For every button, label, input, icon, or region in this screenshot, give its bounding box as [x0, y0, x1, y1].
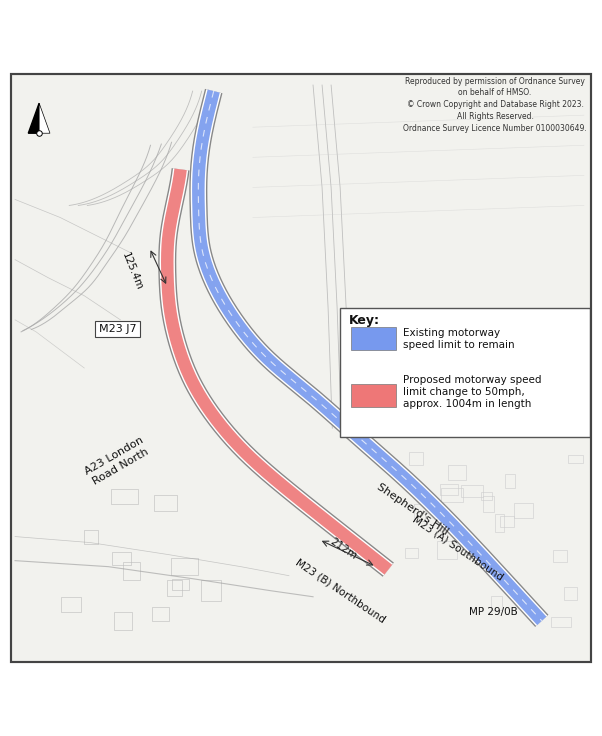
- Bar: [84, 530, 98, 544]
- Bar: [167, 580, 182, 596]
- Text: Existing motorway
speed limit to remain: Existing motorway speed limit to remain: [403, 328, 515, 350]
- Bar: [568, 455, 583, 462]
- Bar: [61, 597, 81, 612]
- Text: M23 (B) Northbound: M23 (B) Northbound: [293, 557, 387, 624]
- Bar: [441, 488, 463, 501]
- Bar: [491, 595, 502, 610]
- Polygon shape: [39, 103, 50, 133]
- Bar: [514, 503, 533, 518]
- Bar: [152, 607, 169, 621]
- Text: Shepherd's Hill: Shepherd's Hill: [375, 482, 450, 537]
- Bar: [123, 562, 140, 580]
- Bar: [506, 475, 515, 488]
- Bar: [202, 580, 221, 601]
- Bar: [409, 452, 423, 465]
- Bar: [111, 489, 138, 504]
- Bar: [114, 612, 132, 630]
- Bar: [448, 465, 466, 480]
- Bar: [405, 548, 418, 559]
- Text: Reproduced by permission of Ordnance Survey
on behalf of HMSO.
© Crown Copyright: Reproduced by permission of Ordnance Sur…: [403, 77, 587, 132]
- Bar: [438, 541, 457, 559]
- Bar: [340, 308, 590, 437]
- Bar: [495, 514, 504, 532]
- Text: Key:: Key:: [349, 314, 379, 327]
- Bar: [564, 587, 577, 600]
- Polygon shape: [28, 103, 39, 133]
- Bar: [414, 504, 424, 521]
- Bar: [500, 516, 515, 527]
- Bar: [172, 578, 190, 590]
- Bar: [551, 617, 571, 627]
- Bar: [553, 551, 567, 562]
- Bar: [154, 495, 177, 511]
- Bar: [112, 552, 131, 565]
- Bar: [351, 384, 396, 407]
- Bar: [563, 418, 576, 432]
- Text: 212m: 212m: [328, 536, 358, 561]
- Text: MP 29/0B: MP 29/0B: [470, 606, 518, 617]
- Bar: [483, 496, 494, 512]
- Text: Proposed motorway speed
limit change to 50mph,
approx. 1004m in length: Proposed motorway speed limit change to …: [403, 375, 542, 408]
- Text: 125.4m: 125.4m: [120, 251, 144, 292]
- Bar: [351, 327, 396, 350]
- Bar: [441, 484, 458, 495]
- Text: M23 (A) Southbound: M23 (A) Southbound: [411, 514, 504, 583]
- Text: M23 J7: M23 J7: [99, 324, 136, 334]
- Text: A23 London
Road North: A23 London Road North: [83, 436, 152, 487]
- Bar: [482, 492, 492, 500]
- Bar: [172, 558, 198, 576]
- Bar: [461, 484, 483, 498]
